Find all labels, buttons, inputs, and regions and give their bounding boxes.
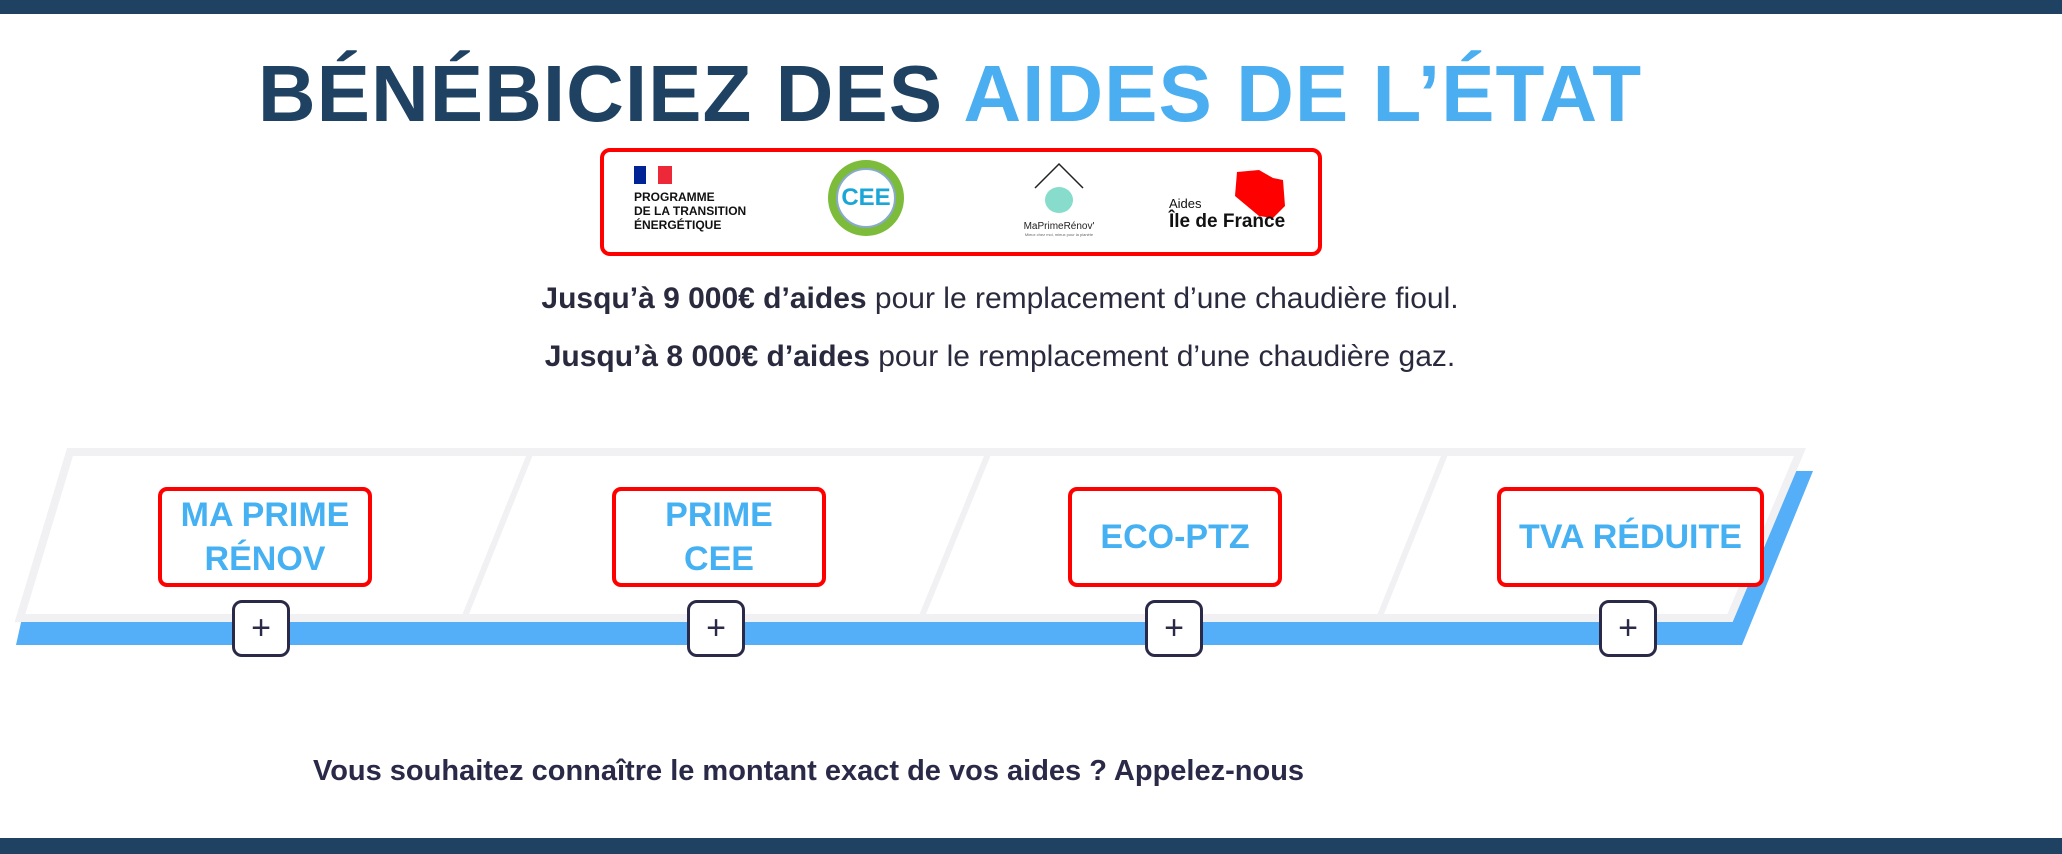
- logo-text: PROGRAMME DE LA TRANSITION ÉNERGÉTIQUE: [634, 190, 747, 232]
- ile-de-france-text: Île de France: [1169, 211, 1286, 232]
- title-part2: AIDES DE L’ÉTAT: [963, 49, 1643, 138]
- divider: [462, 452, 533, 618]
- aid-line-fioul: Jusqu’à 9 000€ d’aides pour le remplacem…: [0, 282, 2000, 316]
- divider: [919, 452, 991, 618]
- logo-programme-transition: PROGRAMME DE LA TRANSITION ÉNERGÉTIQUE: [634, 166, 746, 232]
- aid-ma-prime-renov[interactable]: MA PRIME RÉNOV: [158, 487, 372, 587]
- top-bar: [0, 0, 2062, 14]
- band-panel: [14, 448, 1807, 622]
- divider: [1377, 452, 1448, 618]
- map-icon: [1235, 170, 1285, 218]
- plus-icon: +: [706, 609, 726, 647]
- bottom-bar: [0, 838, 2062, 854]
- logo-ile-de-france: Aides Île de France: [1169, 166, 1309, 246]
- maprimerenov-text: MaPrimeRénov': [1023, 221, 1095, 232]
- logo-maprimerenov: MaPrimeRénov' Mieux chez moi, mieux pour…: [1004, 158, 1114, 237]
- logos-panel: PROGRAMME DE LA TRANSITION ÉNERGÉTIQUE C…: [600, 148, 1322, 256]
- aid-label: MA PRIME RÉNOV: [180, 496, 350, 578]
- call-to-action: Vous souhaitez connaître le montant exac…: [313, 755, 1305, 787]
- expand-eco-ptz-button[interactable]: +: [1145, 600, 1203, 657]
- cee-text: CEE: [836, 168, 896, 228]
- aid-eco-ptz[interactable]: ECO-PTZ: [1068, 487, 1282, 587]
- aid-label: ECO-PTZ: [1100, 518, 1250, 556]
- aid-label: PRIME CEE: [665, 496, 773, 578]
- plus-icon: +: [1164, 609, 1184, 647]
- expand-tva-reduite-button[interactable]: +: [1599, 600, 1657, 657]
- aid-desc: pour le remplacement d’une chaudière fio…: [866, 282, 1459, 315]
- title-part1: BÉNÉBICIEZ DES: [257, 49, 964, 138]
- expand-prime-cee-button[interactable]: +: [687, 600, 745, 657]
- logo-cee: CEE: [828, 160, 904, 236]
- french-flag-icon: [634, 166, 746, 184]
- aid-prime-cee[interactable]: PRIME CEE: [612, 487, 826, 587]
- aid-line-gaz: Jusqu’à 8 000€ d’aides pour le remplacem…: [0, 340, 2000, 374]
- maprimerenov-tagline: Mieux chez moi, mieux pour la planète: [1024, 232, 1094, 237]
- house-icon: [1034, 162, 1084, 213]
- expand-ma-prime-renov-button[interactable]: +: [232, 600, 290, 657]
- aides-text: Aides: [1169, 196, 1202, 211]
- plus-icon: +: [1618, 609, 1638, 647]
- aid-tva-reduite[interactable]: TVA RÉDUITE: [1497, 487, 1764, 587]
- aid-amount: Jusqu’à 9 000€ d’aides: [541, 282, 867, 315]
- plus-icon: +: [251, 609, 271, 647]
- aid-amount: Jusqu’à 8 000€ d’aides: [544, 340, 870, 373]
- aid-desc: pour le remplacement d’une chaudière gaz…: [869, 340, 1456, 373]
- aid-label: TVA RÉDUITE: [1519, 518, 1742, 556]
- page-title: BÉNÉBICIEZ DES AIDES DE L’ÉTAT: [0, 48, 1900, 140]
